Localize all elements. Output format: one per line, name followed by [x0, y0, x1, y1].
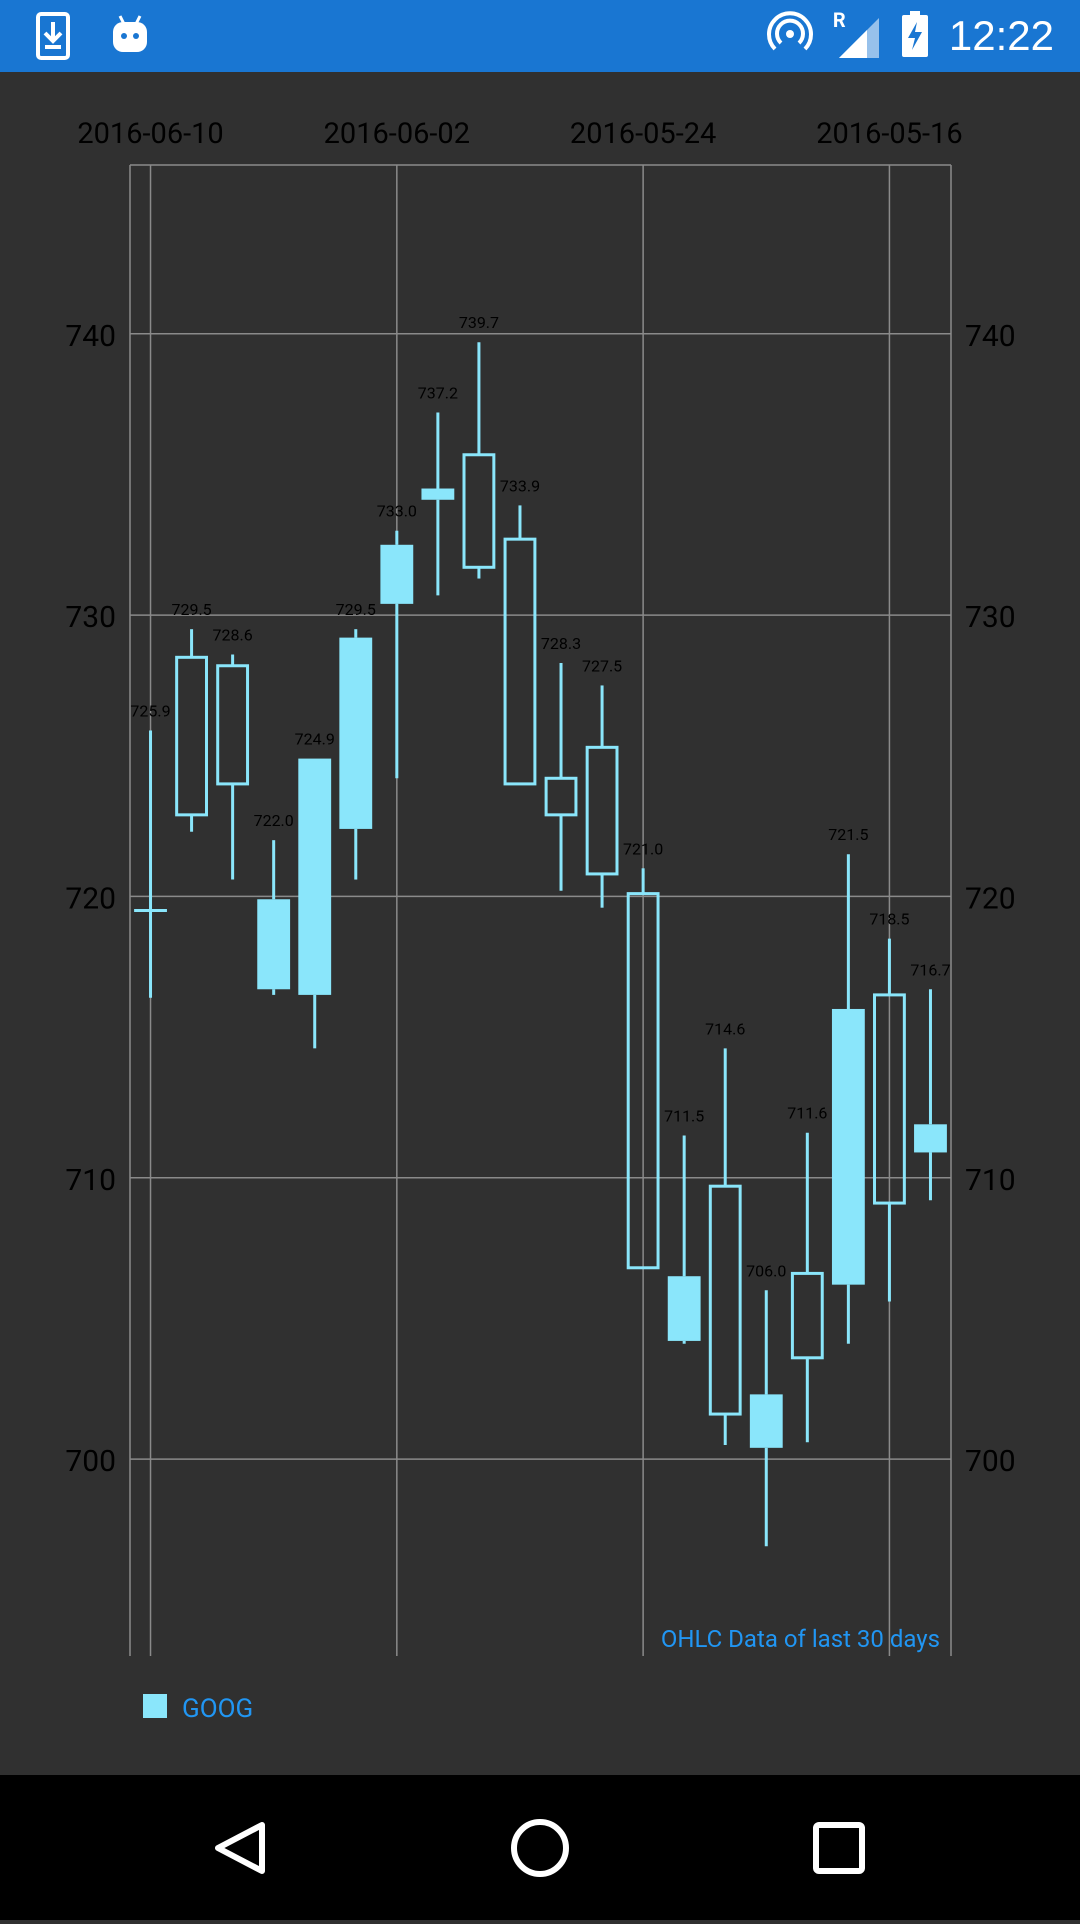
candle-value-label: 737.2 — [418, 384, 458, 403]
candle-body — [421, 488, 455, 500]
download-icon — [36, 12, 70, 64]
y-axis-right-label: 740 — [965, 319, 1016, 354]
candle-value-label: 711.6 — [787, 1104, 827, 1123]
candle-body — [790, 1271, 824, 1360]
candle-body — [175, 655, 208, 817]
candle-value-label: 718.5 — [869, 910, 909, 929]
candle-value-label: 716.7 — [910, 960, 950, 979]
back-button[interactable] — [200, 1775, 280, 1924]
candle-body — [380, 544, 414, 604]
notification-icons — [36, 12, 150, 64]
candle-body — [339, 637, 373, 829]
candle-value-label: 733.0 — [377, 502, 417, 521]
candle-body — [749, 1394, 783, 1448]
candle-value-label: 722.0 — [254, 811, 294, 830]
candle-value-label: 727.5 — [582, 656, 622, 675]
y-axis-right-label: 720 — [965, 881, 1016, 916]
system-icons: R 12:22 — [766, 8, 1054, 62]
candle-value-label: 729.5 — [171, 600, 211, 619]
candle-body — [831, 1008, 865, 1285]
chart-description: OHLC Data of last 30 days — [661, 1625, 940, 1653]
candle-body — [873, 993, 906, 1205]
home-button[interactable] — [500, 1775, 580, 1924]
candle-value-label: 739.7 — [459, 313, 499, 332]
candle-value-label: 725.9 — [130, 701, 170, 720]
y-axis-left-label: 700 — [65, 1444, 116, 1479]
navigation-bar — [0, 1775, 1080, 1920]
candle-body — [626, 892, 660, 1270]
y-axis-right-label: 700 — [965, 1444, 1016, 1479]
chart-canvas[interactable]: 725.9729.5728.6722.0724.9729.5733.0737.2… — [0, 72, 1080, 1775]
candle-value-label: 711.5 — [664, 1107, 704, 1126]
candle-value-label: 714.6 — [705, 1019, 745, 1038]
legend[interactable]: GOOG — [143, 1694, 253, 1724]
android-icon — [110, 12, 150, 64]
axis-labels: 700 700 710 710 720 720 730 730 740 740 2016-06-10… — [65, 117, 1015, 1479]
candle-value-label: 724.9 — [295, 730, 335, 749]
recents-button[interactable] — [800, 1775, 880, 1924]
network-label: R — [832, 8, 846, 32]
candle-body — [544, 776, 578, 817]
candle-body — [298, 758, 332, 995]
candle-body — [708, 1184, 742, 1416]
hotspot-icon — [766, 11, 813, 61]
candle-value-label: 706.0 — [746, 1261, 786, 1280]
y-axis-left-label: 730 — [65, 600, 116, 635]
x-axis-label: 2016-06-02 — [324, 117, 470, 151]
candle-value-label: 721.0 — [623, 839, 663, 858]
candle-body — [914, 1124, 947, 1153]
candles — [134, 342, 947, 1547]
signal-icon: R — [833, 8, 881, 60]
candle-value-label: 733.9 — [500, 476, 540, 495]
candle-value-label: 728.3 — [541, 634, 581, 653]
candle-value-label: 729.5 — [336, 600, 376, 619]
y-axis-left-label: 710 — [65, 1163, 116, 1198]
x-axis-label: 2016-05-24 — [570, 117, 716, 151]
candle-body — [667, 1276, 701, 1341]
y-axis-left-label: 740 — [65, 319, 116, 354]
y-axis-right-label: 730 — [965, 600, 1016, 635]
candlestick-chart[interactable]: 725.9 729.5 728.6 722.0 724.9 729.5 733.0 737.2… — [0, 72, 1080, 1775]
grid — [129, 164, 952, 1656]
candle-body — [216, 664, 250, 786]
value-labels: 725.9729.5728.6722.0724.9729.5733.0737.2… — [130, 313, 950, 1280]
x-axis-label: 2016-06-10 — [77, 117, 223, 151]
battery-charging-icon — [901, 10, 929, 62]
y-axis-left-label: 720 — [65, 881, 116, 916]
candle-body — [462, 453, 496, 569]
y-axis-right-label: 710 — [965, 1163, 1016, 1198]
candle-body — [585, 745, 619, 876]
candle-value-label: 721.5 — [828, 825, 868, 844]
legend-label-goog: GOOG — [182, 1694, 253, 1724]
candle-body — [503, 537, 537, 786]
status-bar: R 12:22 — [0, 0, 1080, 72]
candle-body — [257, 899, 291, 990]
candle-value-label: 728.6 — [213, 625, 253, 644]
legend-swatch-goog — [143, 1694, 167, 1718]
x-axis-label: 2016-05-16 — [816, 117, 962, 151]
clock: 12:22 — [948, 12, 1054, 59]
